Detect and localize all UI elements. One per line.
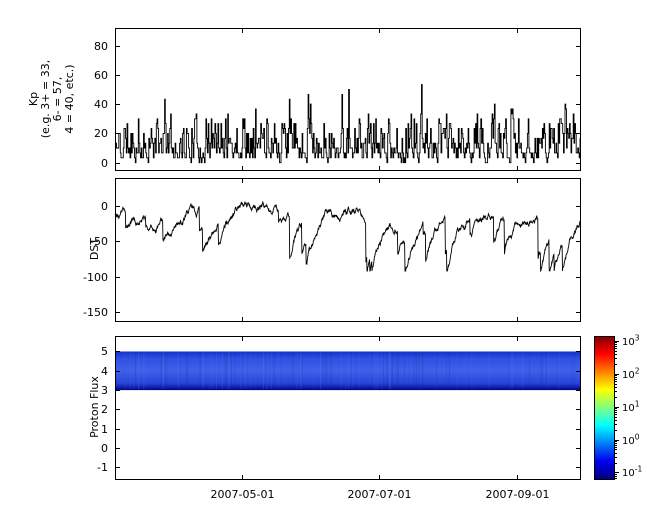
dst-frame — [115, 178, 581, 322]
dst-series — [114, 200, 581, 273]
dst-x-ticks — [242, 179, 518, 321]
colorbar-gradient — [594, 336, 614, 479]
proton-flux-band — [116, 351, 580, 391]
x-tick-label: 2007-05-01 — [211, 488, 275, 501]
proton-flux-x-ticks: 2007-05-01 2007-07-01 2007-09-01 — [211, 337, 550, 501]
proton-flux-y-tick-label: 2 — [101, 403, 108, 416]
colorbar-tick-label: 102 — [622, 367, 640, 382]
colorbar-tick-label: 101 — [622, 400, 640, 415]
kp-axis-label-line: 4 = 40, etc.) — [63, 64, 76, 134]
proton-flux-frame — [115, 336, 581, 480]
dst-y-tick-label: -100 — [83, 271, 108, 284]
proton-flux-axis-label: Proton Flux — [88, 376, 101, 438]
colorbar: 103 102 101 100 10-1 — [594, 334, 642, 480]
proton-flux-y-tick-label: 5 — [101, 345, 108, 358]
proton-flux-y-tick-label: 1 — [101, 423, 108, 436]
proton-flux-y-tick-label: 0 — [101, 442, 108, 455]
kp-panel: 0 20 40 60 80 — [94, 28, 581, 171]
dst-y-tick-label: 0 — [101, 200, 108, 213]
kp-y-ticks: 0 20 40 60 80 — [94, 40, 580, 170]
proton-flux-y-tick-label: 3 — [101, 384, 108, 397]
kp-frame — [115, 28, 581, 171]
proton-flux-y-tick-label: 4 — [101, 365, 108, 378]
colorbar-tick-label: 103 — [622, 334, 640, 349]
proton-flux-y-ticks: -1 0 1 2 3 4 5 — [97, 345, 580, 474]
kp-axis-label: Kp (e.g. 3+ = 33, 6- = 57, 4 = 40, etc.) — [27, 19, 76, 179]
dst-y-ticks: 0 -50 -100 -150 — [83, 200, 580, 319]
proton-flux-y-tick-label: -1 — [97, 461, 108, 474]
kp-y-tick-label: 0 — [101, 157, 108, 170]
kp-y-tick-label: 20 — [94, 127, 108, 140]
kp-x-ticks — [242, 29, 518, 170]
kp-y-tick-label: 60 — [94, 69, 108, 82]
dst-axis-label: DST — [88, 237, 101, 261]
x-tick-label: 2007-07-01 — [348, 488, 412, 501]
kp-y-tick-label: 40 — [94, 98, 108, 111]
dst-panel: 0 -50 -100 -150 — [83, 178, 581, 322]
dst-y-tick-label: -150 — [83, 306, 108, 319]
dst-y-tick-label: -50 — [90, 235, 108, 248]
colorbar-tick-label: 100 — [622, 433, 640, 448]
proton-flux-panel: -1 0 1 2 3 4 5 2007-05-01 2007-07-01 2007-09-01 — [97, 336, 581, 501]
kp-y-tick-label: 80 — [94, 40, 108, 53]
kp-series — [115, 84, 581, 164]
colorbar-tick-label: 10-1 — [622, 465, 642, 480]
proton-flux-band-streaks — [123, 352, 576, 390]
x-tick-label: 2007-09-01 — [486, 488, 550, 501]
